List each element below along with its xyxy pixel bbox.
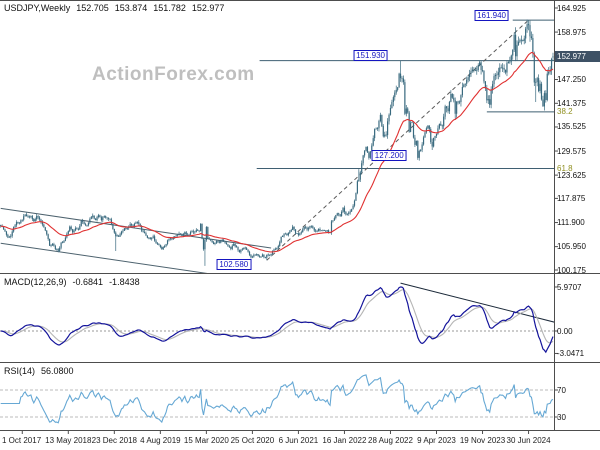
x-axis-label: 9 Apr 2023 xyxy=(417,436,456,445)
ohlc-low: 151.782 xyxy=(153,3,186,13)
rsi-line xyxy=(0,374,554,424)
main-price-panel xyxy=(0,19,554,283)
current-price-badge: 152.977 xyxy=(555,50,600,62)
price-callout[interactable]: 127.200 xyxy=(371,150,407,162)
y-axis-label: 123.625 xyxy=(557,170,586,180)
x-axis-label: 25 Oct 2020 xyxy=(230,436,275,445)
y-axis-label: 117.875 xyxy=(557,193,586,203)
macd-signal-line xyxy=(0,288,554,344)
macd-axis-label: -3.0471 xyxy=(557,348,585,358)
chart-frame xyxy=(0,0,600,434)
y-axis-label: 141.375 xyxy=(557,98,586,108)
x-axis-label: 28 Aug 2022 xyxy=(368,436,413,445)
rsi-value: 56.0800 xyxy=(41,366,74,376)
moving-average-line xyxy=(0,52,554,253)
y-axis-label: 100.175 xyxy=(557,265,586,275)
fib-level-label: 61.8 xyxy=(557,163,573,173)
macd-line xyxy=(0,286,554,354)
macd-axis-label: 0.00 xyxy=(557,326,573,336)
y-axis-label: 105.950 xyxy=(557,242,586,252)
rsi-header: RSI(14) 56.0800 xyxy=(4,366,80,376)
price-callout[interactable]: 161.940 xyxy=(474,9,510,21)
y-axis-label: 111.900 xyxy=(557,218,585,228)
rsi-label: RSI(14) xyxy=(4,366,36,376)
candlestick-wicks xyxy=(0,19,554,266)
rsi-axis-label: 70 xyxy=(557,385,566,395)
x-axis-label: 19 Nov 2023 xyxy=(459,436,506,445)
fib-level-label: 38.2 xyxy=(557,107,573,117)
x-axis-label: 30 Jun 2024 xyxy=(506,436,551,445)
x-axis-label: 16 Jan 2022 xyxy=(322,436,367,445)
y-axis-label: 135.525 xyxy=(557,122,586,132)
ohlc-close: 152.977 xyxy=(191,3,225,13)
ohlc-open: 152.705 xyxy=(76,3,109,13)
channel-line[interactable] xyxy=(0,242,271,283)
macd-signal-value: -1.8438 xyxy=(109,277,140,287)
x-axis-label: 1 Oct 2017 xyxy=(2,436,42,445)
price-callout[interactable]: 102.580 xyxy=(216,258,252,270)
y-axis-label: 147.250 xyxy=(557,75,586,85)
channel-line[interactable] xyxy=(0,207,272,249)
symbol-header: USDJPY,Weekly 152.705 153.874 151.782 152.97… xyxy=(4,3,230,13)
symbol-label: USDJPY,Weekly xyxy=(4,3,71,13)
macd-value: -0.6841 xyxy=(72,277,104,287)
x-axis-label: 23 Dec 2018 xyxy=(91,436,137,445)
x-axis-label: 4 Aug 2019 xyxy=(140,436,181,445)
y-axis-label: 164.925 xyxy=(557,3,586,13)
rsi-panel xyxy=(0,374,554,424)
x-axis-label: 6 Jun 2021 xyxy=(278,436,319,445)
y-axis-label: 158.975 xyxy=(557,27,586,37)
macd-axis-label: 5.9707 xyxy=(557,282,582,292)
y-axis-label: 129.575 xyxy=(557,146,586,156)
rsi-axis-label: 30 xyxy=(557,412,566,422)
macd-panel xyxy=(0,282,558,354)
macd-trendline[interactable] xyxy=(400,282,558,323)
x-axis-label: 13 May 2018 xyxy=(45,436,92,445)
candlestick-bodies xyxy=(0,24,554,258)
ohlc-high: 153.874 xyxy=(114,3,148,13)
price-trendline[interactable] xyxy=(266,19,529,261)
price-callout[interactable]: 151.930 xyxy=(353,50,388,62)
macd-header: MACD(12,26,9) -0.6841 -1.8438 xyxy=(4,277,146,287)
watermark: ActionForex.com xyxy=(92,64,255,85)
macd-label: MACD(12,26,9) xyxy=(4,277,67,287)
x-axis-label: 15 Mar 2020 xyxy=(183,436,229,445)
